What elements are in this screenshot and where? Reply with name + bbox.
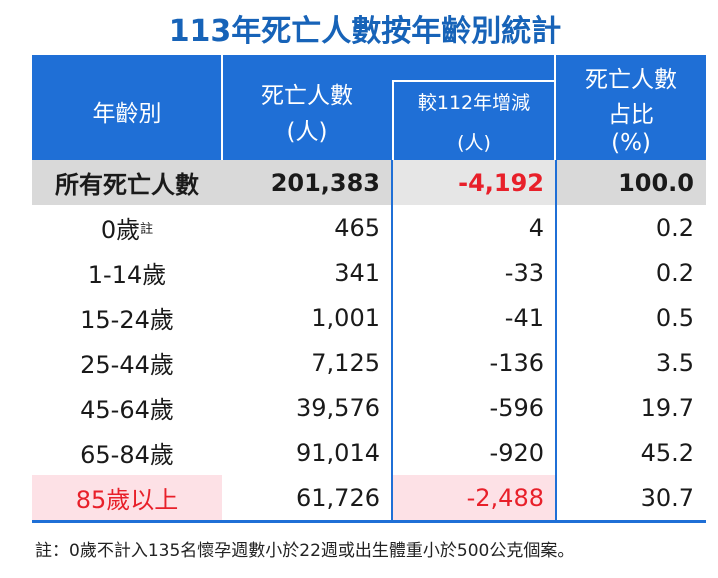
row-label: 65-84歲 xyxy=(32,430,222,475)
title: 113年死亡人數按年齡別統計 xyxy=(168,14,562,49)
cell-deaths: 465 xyxy=(222,205,392,250)
cell-text: -596 xyxy=(489,393,544,422)
cell-share: 0.2 xyxy=(556,250,706,295)
row-label: 15-24歲 xyxy=(32,295,222,340)
cell-text: 30.7 xyxy=(640,483,694,512)
cell-deaths: 91,014 xyxy=(222,430,392,475)
cell-text: 341 xyxy=(334,258,380,287)
column-rule xyxy=(391,160,393,520)
cell-share: 3.5 xyxy=(556,340,706,385)
cell-text: 0.2 xyxy=(655,258,694,287)
header-bg xyxy=(32,55,706,160)
cell-change: -33 xyxy=(392,250,556,295)
cell-change: 4 xyxy=(392,205,556,250)
cell-text: 0歲 xyxy=(100,216,141,244)
cell-deaths: 341 xyxy=(222,250,392,295)
header-divider xyxy=(221,55,223,160)
cell-text: 91,014 xyxy=(296,438,380,467)
row-label: 45-64歲 xyxy=(32,385,222,430)
header-deaths-unit: (人) xyxy=(286,119,328,145)
cell-share: 100.0 xyxy=(556,160,706,205)
cell-share: 0.2 xyxy=(556,205,706,250)
cell-change: -4,192 xyxy=(392,160,556,205)
header-share-2: 占比 xyxy=(608,102,654,128)
header-share-unit: (%) xyxy=(611,130,651,156)
cell-text: 85歲以上 xyxy=(75,486,179,514)
cell-deaths: 7,125 xyxy=(222,340,392,385)
cell-share: 30.7 xyxy=(556,475,706,520)
row-label: 1-14歲 xyxy=(32,250,222,295)
table-bottom-rule xyxy=(32,520,706,523)
cell-text: 19.7 xyxy=(640,393,694,422)
header-subbox xyxy=(392,80,556,160)
cell-deaths: 61,726 xyxy=(222,475,392,520)
cell-change: -920 xyxy=(392,430,556,475)
cell-text: -33 xyxy=(504,258,544,287)
cell-change: -2,488 xyxy=(392,475,556,520)
cell-text: 15-24歲 xyxy=(80,306,174,334)
row-label: 25-44歲 xyxy=(32,340,222,385)
cell-text: 0.2 xyxy=(655,213,694,242)
cell-text: 39,576 xyxy=(296,393,380,422)
header-deaths: 死亡人數 xyxy=(261,83,353,109)
cell-text: 201,383 xyxy=(270,168,380,197)
cell-deaths: 1,001 xyxy=(222,295,392,340)
note-mark: 註 xyxy=(140,222,154,237)
cell-text: 61,726 xyxy=(296,483,380,512)
cell-text: 25-44歲 xyxy=(80,351,174,379)
footnote: 註：0歲不計入135名懷孕週數小於22週或出生體重小於500公克個案。 xyxy=(35,541,575,561)
cell-text: 45.2 xyxy=(640,438,694,467)
header-change-unit: (人) xyxy=(457,132,491,154)
row-label: 0歲註 xyxy=(32,205,222,250)
cell-deaths: 201,383 xyxy=(222,160,392,205)
cell-text: 45-64歲 xyxy=(80,396,174,424)
cell-text: 1,001 xyxy=(311,303,380,332)
header-change: 較112年增減 xyxy=(417,92,531,114)
cell-text: 100.0 xyxy=(618,168,694,197)
cell-text: 7,125 xyxy=(311,348,380,377)
cell-text: 1-14歲 xyxy=(87,261,167,289)
cell-deaths: 39,576 xyxy=(222,385,392,430)
cell-text: 4 xyxy=(528,213,544,242)
cell-text: 3.5 xyxy=(655,348,694,377)
cell-change: -41 xyxy=(392,295,556,340)
cell-text: -41 xyxy=(504,303,544,332)
column-rule xyxy=(555,160,557,520)
header-share: 死亡人數 xyxy=(585,67,677,93)
row-label: 85歲以上 xyxy=(32,475,222,520)
cell-text: -2,488 xyxy=(466,483,544,512)
cell-text: -4,192 xyxy=(458,168,544,197)
cell-change: -596 xyxy=(392,385,556,430)
cell-share: 45.2 xyxy=(556,430,706,475)
cell-share: 0.5 xyxy=(556,295,706,340)
cell-text: 所有死亡人數 xyxy=(55,171,199,199)
cell-text: 65-84歲 xyxy=(80,441,174,469)
cell-share: 19.7 xyxy=(556,385,706,430)
cell-text: 0.5 xyxy=(655,303,694,332)
row-label: 所有死亡人數 xyxy=(32,160,222,205)
header-age: 年齡別 xyxy=(92,101,162,127)
cell-change: -136 xyxy=(392,340,556,385)
cell-text: 465 xyxy=(334,213,380,242)
cell-text: -920 xyxy=(489,438,544,467)
cell-text: -136 xyxy=(489,348,544,377)
